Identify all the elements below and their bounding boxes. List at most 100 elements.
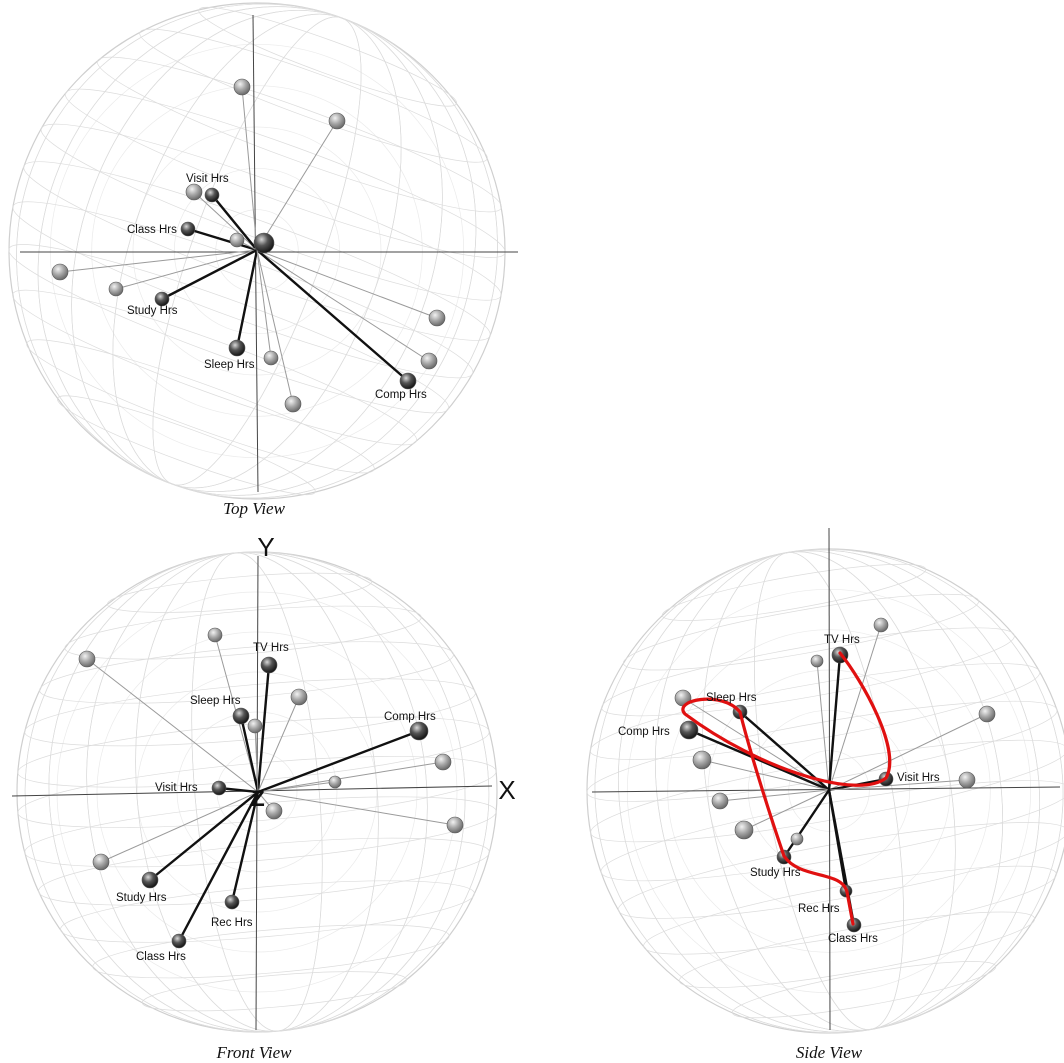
- variable-point-light: [328, 775, 342, 789]
- loading-vector-weak: [743, 789, 830, 831]
- variable-point-light: [185, 183, 203, 201]
- loading-vector-weak: [828, 713, 988, 791]
- parallel-line: [622, 593, 980, 671]
- top-view-caption: Top View: [223, 499, 286, 518]
- loading-vector-weak: [816, 660, 830, 791]
- top-view-sphere-grid: [8, 2, 506, 500]
- front-label-sleep-hrs: Sleep Hrs: [190, 695, 241, 707]
- variable-point-dark: [228, 339, 246, 357]
- top-label-visit-hrs: Visit Hrs: [186, 173, 229, 185]
- side-label-study-hrs: Study Hrs: [750, 867, 801, 879]
- parallel-line: [107, 572, 373, 613]
- loading-vector-weak: [257, 791, 456, 826]
- parallel-line: [141, 971, 407, 1012]
- parallel-line: [24, 796, 497, 868]
- loading-vector-weak: [828, 779, 968, 791]
- loading-vector-strong: [177, 790, 260, 943]
- variable-point-light: [265, 802, 283, 820]
- loading-vector-strong: [256, 663, 271, 794]
- variable-point-dark: [171, 933, 187, 949]
- variable-point-light: [78, 650, 96, 668]
- side-view-red-trajectory: [681, 651, 892, 926]
- variable-point-dark: [260, 656, 278, 674]
- loading-vector-weak: [59, 249, 258, 273]
- parallel-line: [661, 563, 927, 621]
- variable-point-light: [790, 832, 804, 846]
- grid-ring: [173, 167, 341, 335]
- side-label-tv-hrs: TV Hrs: [824, 634, 860, 646]
- variable-point-light: [434, 753, 452, 771]
- top-label-study-hrs: Study Hrs: [127, 305, 178, 317]
- loading-vector-weak: [100, 791, 259, 863]
- front-label-class-hrs: Class Hrs: [136, 951, 186, 963]
- loading-vector-weak: [828, 624, 882, 791]
- parallel-line: [39, 641, 454, 704]
- side-label-comp-hrs: Comp Hrs: [618, 726, 670, 738]
- loading-vector-weak: [701, 759, 830, 791]
- variable-point-light: [290, 688, 308, 706]
- loading-vector-strong: [160, 248, 259, 301]
- variable-point-dark: [232, 707, 250, 725]
- front-axis-label-y: Y: [257, 532, 274, 562]
- loading-vector-strong: [827, 653, 842, 792]
- front-view-sphere-grid: [16, 551, 498, 1033]
- side-view-points: [674, 617, 996, 933]
- variable-point-light: [958, 771, 976, 789]
- front-label-study-hrs: Study Hrs: [116, 892, 167, 904]
- loading-vector-weak: [257, 781, 336, 793]
- parallel-line: [38, 837, 490, 906]
- variable-point-dark: [204, 187, 220, 203]
- front-view-caption: Front View: [215, 1043, 292, 1062]
- variable-point-dark: [409, 721, 429, 741]
- side-view-caption: Side View: [796, 1043, 863, 1062]
- front-axis-label-x: X: [498, 775, 515, 805]
- variable-point-light: [108, 281, 124, 297]
- top-label-class-hrs: Class Hrs: [127, 224, 177, 236]
- variable-point-light: [284, 395, 302, 413]
- parallel-line: [26, 339, 375, 474]
- loading-vector-weak: [115, 249, 258, 290]
- parallel-line: [198, 7, 458, 107]
- loading-vector-strong: [148, 790, 260, 882]
- parallel-line: [586, 700, 1058, 802]
- variable-point-light: [692, 750, 712, 770]
- loading-vector-strong: [230, 790, 260, 904]
- meridian-line: [594, 548, 1064, 1034]
- top-label-comp-hrs: Comp Hrs: [375, 389, 427, 401]
- variable-point-dark: [211, 780, 227, 796]
- grid-ring: [56, 591, 458, 993]
- variable-point-dark: [141, 871, 159, 889]
- grid-ring: [96, 631, 418, 953]
- variable-point-light: [207, 627, 223, 643]
- parallel-line: [64, 605, 422, 660]
- variable-point-dark: [679, 720, 699, 740]
- loading-vector-weak: [193, 191, 258, 251]
- side-view: TV Hrs Sleep Hrs Comp Hrs Visit Hrs Stud…: [586, 527, 1064, 1062]
- meridian-line: [24, 551, 490, 1033]
- parallel-line: [92, 924, 450, 979]
- variable-point-light: [229, 232, 245, 248]
- variable-point-dark: [253, 232, 275, 254]
- parallel-line: [589, 663, 1041, 760]
- parallel-line: [97, 56, 502, 213]
- side-label-sleep-hrs: Sleep Hrs: [706, 692, 757, 704]
- parallel-line: [24, 678, 476, 747]
- loading-vector-weak: [257, 696, 300, 793]
- meridian-line: [71, 10, 443, 492]
- side-label-rec-hrs: Rec Hrs: [798, 903, 840, 915]
- variable-point-light: [810, 654, 824, 668]
- loading-vector-weak: [719, 789, 830, 802]
- parallel-line: [12, 201, 474, 379]
- loading-vector-weak: [256, 249, 294, 405]
- loading-vector-strong: [256, 729, 421, 794]
- loading-vector-weak: [254, 725, 259, 793]
- loading-vector-weak: [256, 249, 430, 362]
- loading-vector-strong: [255, 248, 410, 383]
- side-label-visit-hrs: Visit Hrs: [897, 772, 940, 784]
- front-label-tv-hrs: TV Hrs: [253, 642, 289, 654]
- variable-point-light: [92, 853, 110, 871]
- front-label-visit-hrs: Visit Hrs: [155, 782, 198, 794]
- variable-point-light: [428, 309, 446, 327]
- parallel-line: [8, 244, 449, 414]
- top-view: Visit Hrs Class Hrs Study Hrs Sleep Hrs …: [8, 2, 518, 518]
